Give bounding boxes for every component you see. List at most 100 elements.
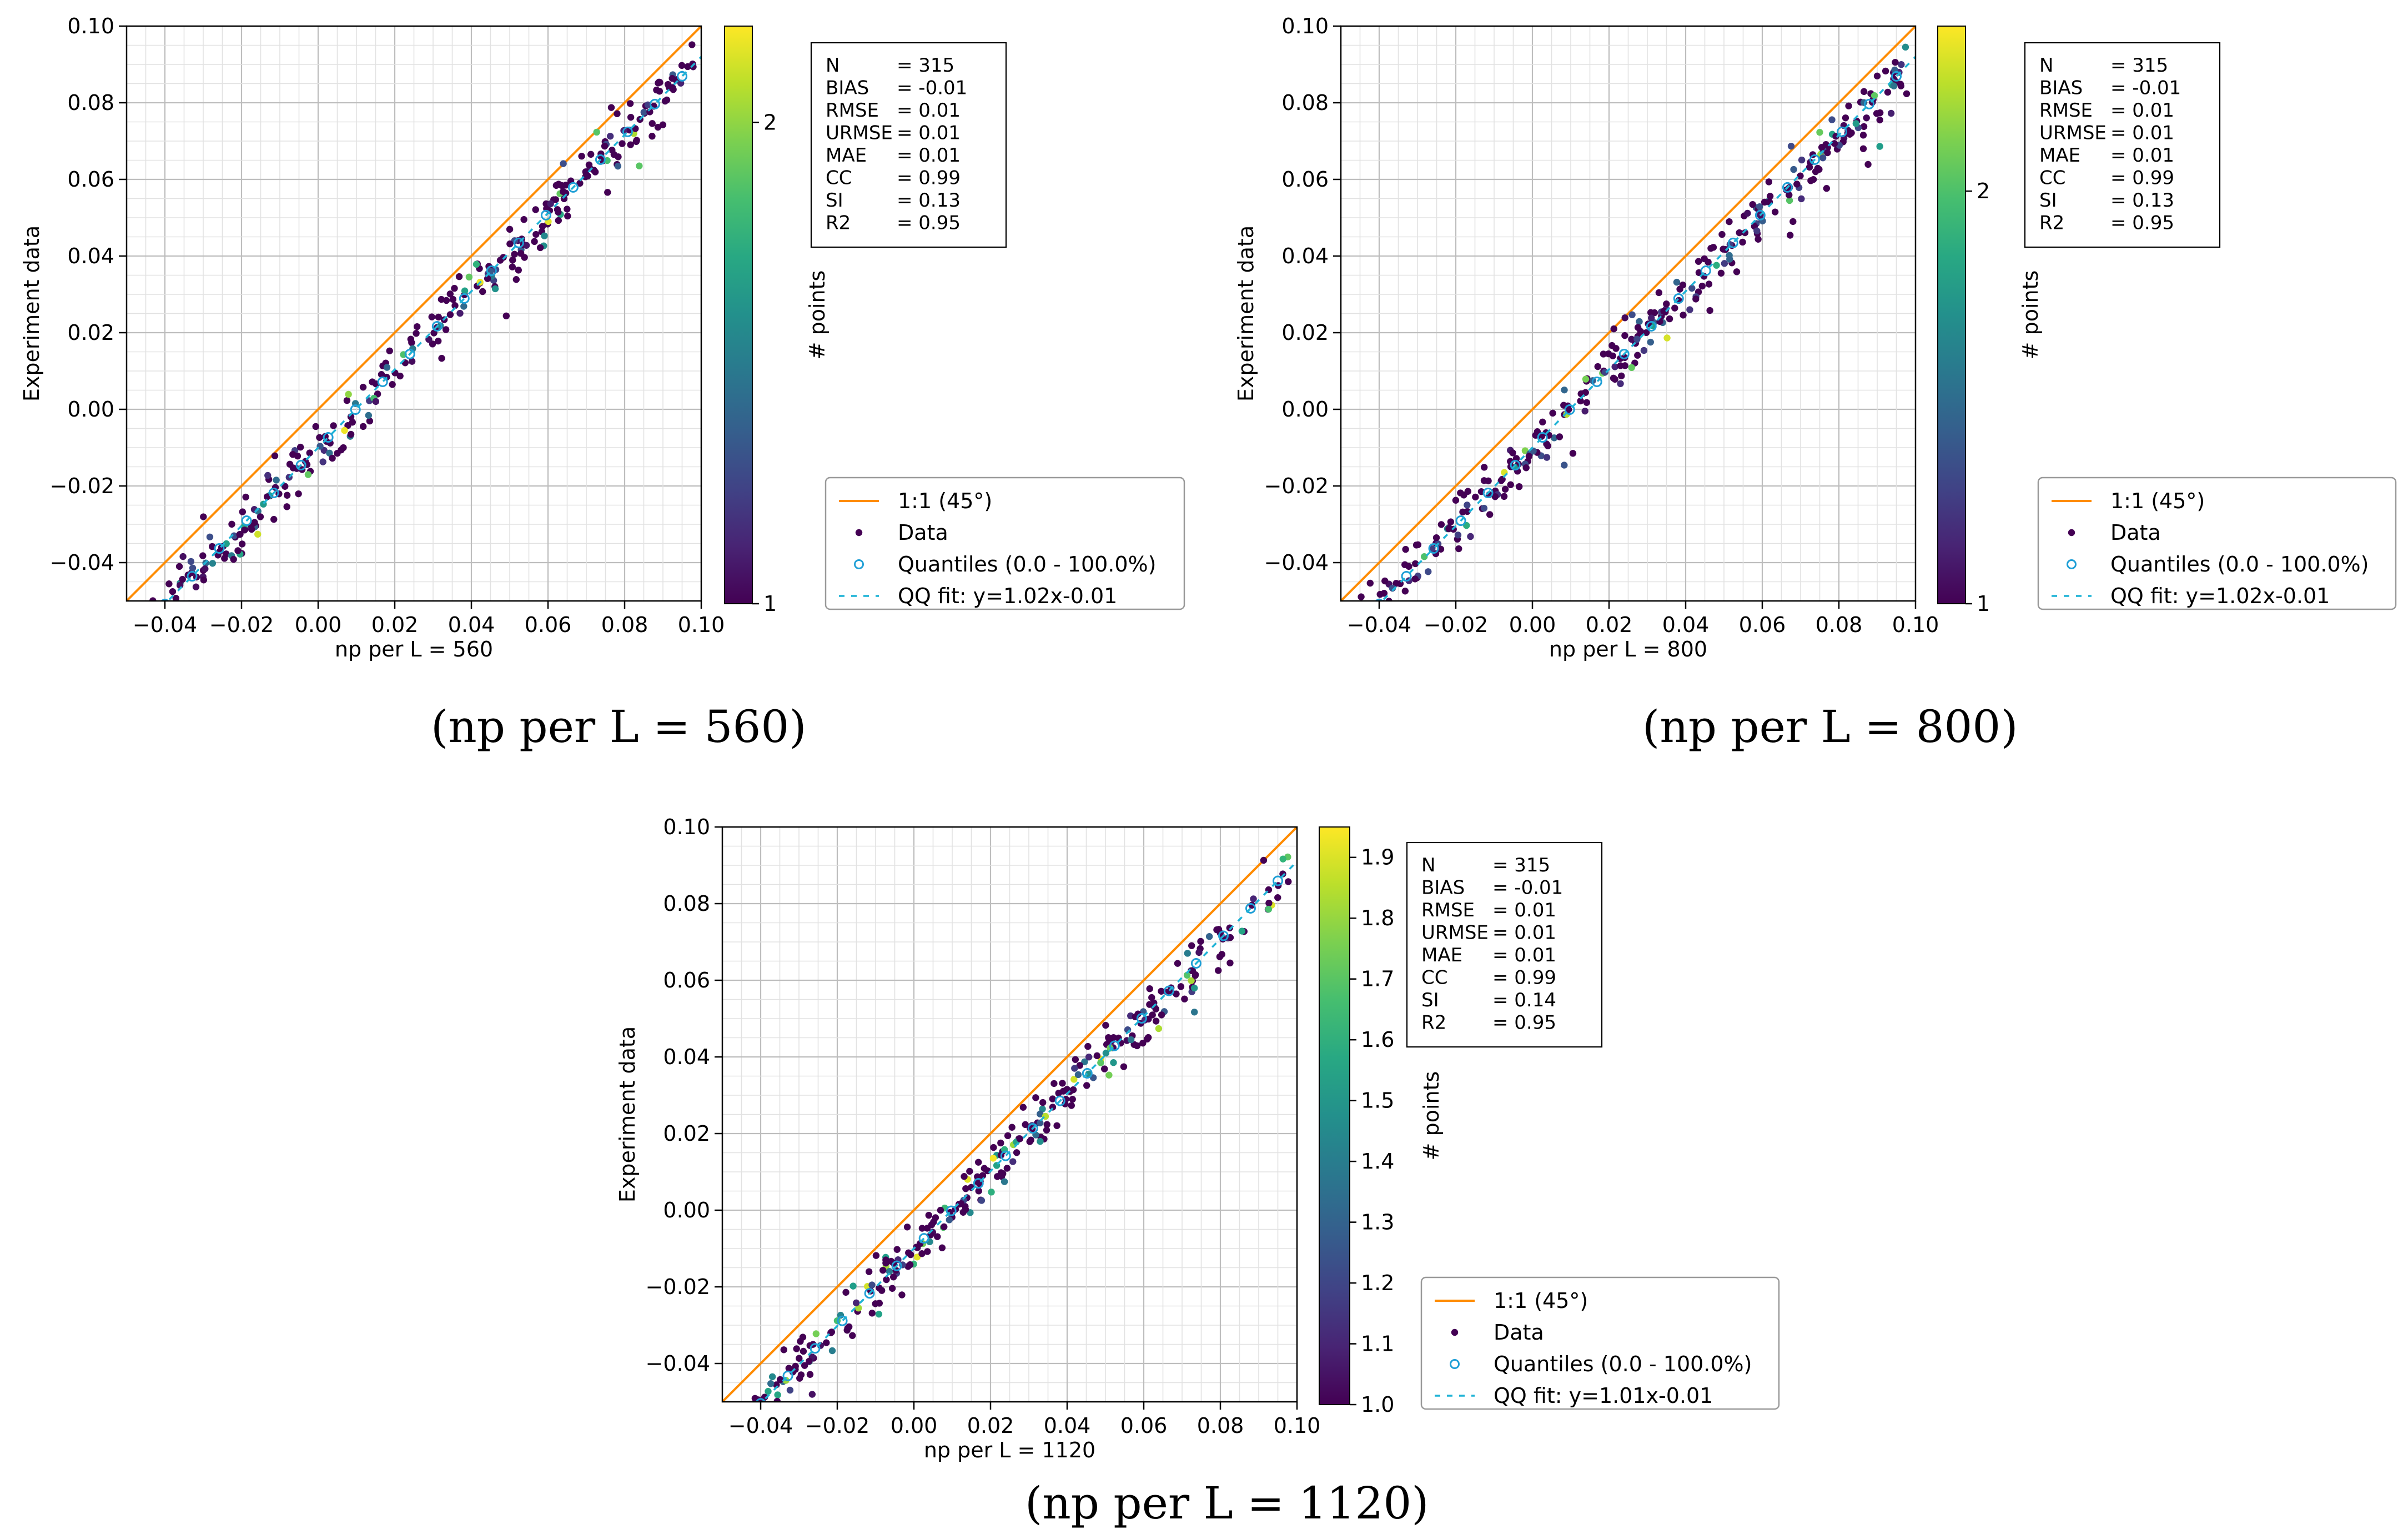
data-point: [1749, 200, 1756, 208]
legend-label: 1:1 (45°): [898, 489, 992, 513]
colorbar-tick-label: 2: [1977, 179, 1990, 203]
data-point: [547, 200, 554, 208]
data-point: [1085, 1054, 1093, 1061]
data-point: [1864, 161, 1872, 168]
data-point: [1871, 92, 1878, 99]
data-point: [1467, 533, 1474, 540]
data-point: [640, 108, 647, 116]
data-point: [1486, 511, 1494, 518]
data-point: [330, 422, 337, 429]
data-point: [1671, 304, 1678, 312]
data-point: [812, 1330, 820, 1337]
quantile-point: [1054, 1095, 1065, 1106]
legend-label: QQ fit: y=1.02x-0.01: [898, 584, 1117, 608]
data-point: [429, 340, 436, 348]
data-point: [1190, 984, 1198, 992]
data-point: [1009, 1158, 1017, 1165]
data-point: [1892, 58, 1899, 66]
quantile-point: [268, 487, 279, 498]
colorbar-tick-label: 1.8: [1361, 906, 1394, 930]
data-point: [169, 588, 177, 595]
stats-name: N: [826, 54, 839, 77]
data-point: [1594, 363, 1601, 370]
quantile-point: [1136, 1013, 1147, 1024]
data-point: [539, 223, 546, 230]
y-tick-label: 0.08: [663, 891, 710, 916]
plot-area: [127, 26, 701, 601]
stats-value: = 0.01: [1492, 922, 1556, 944]
data-point: [1192, 971, 1199, 979]
data-point: [531, 238, 538, 245]
data-point: [614, 162, 622, 170]
legend-label: Data: [1494, 1320, 1544, 1345]
quantile-point: [459, 293, 470, 304]
data-point: [560, 195, 568, 203]
data-point: [1068, 1102, 1075, 1109]
data-point: [319, 458, 326, 465]
legend-label: Data: [898, 520, 948, 545]
data-point: [1460, 492, 1467, 499]
stats-value: = 0.99: [2110, 167, 2174, 189]
data-point: [1050, 1080, 1058, 1087]
data-point: [1152, 1005, 1160, 1012]
data-point: [765, 1387, 772, 1395]
y-tick-label: 0.10: [663, 815, 710, 839]
data-point: [584, 172, 591, 180]
data-point: [446, 290, 454, 298]
data-point: [997, 1169, 1005, 1176]
data-point: [316, 434, 323, 441]
stats-name: SI: [2039, 189, 2057, 212]
caption-800: (np per L = 800): [1642, 701, 2018, 753]
stats-name: MAE: [2039, 144, 2080, 167]
data-point: [1713, 262, 1720, 269]
data-point: [997, 1139, 1004, 1147]
data-point: [1755, 235, 1762, 243]
quantile-point: [837, 1315, 848, 1326]
data-point: [688, 41, 696, 48]
stats-name: R2: [2039, 212, 2064, 234]
data-point: [767, 1380, 775, 1387]
data-point: [1032, 1094, 1039, 1101]
data-point: [879, 1266, 887, 1274]
stats-name: R2: [1421, 1012, 1446, 1034]
quantile-point: [1109, 1040, 1120, 1051]
data-point: [1285, 878, 1292, 885]
data-point: [1027, 1136, 1034, 1144]
legend-label: 1:1 (45°): [1494, 1289, 1588, 1313]
y-tick-label: −0.04: [646, 1351, 710, 1376]
data-point: [585, 161, 593, 168]
data-point: [1824, 149, 1831, 157]
quantile-point: [1455, 515, 1466, 526]
data-point: [1706, 307, 1713, 314]
stats-value: = -0.01: [1492, 877, 1563, 899]
data-point: [456, 309, 464, 317]
data-point: [199, 552, 207, 559]
data-point: [1195, 949, 1203, 956]
data-point: [1786, 191, 1793, 199]
data-point: [1437, 545, 1445, 553]
data-point: [601, 142, 609, 150]
data-point: [1401, 588, 1409, 595]
quantile-point: [1428, 543, 1439, 554]
data-point: [408, 358, 416, 365]
data-point: [149, 597, 157, 601]
quantile-point: [1863, 98, 1874, 109]
colorbar-tick-label: 1.6: [1361, 1027, 1394, 1052]
data-point: [1381, 577, 1389, 585]
data-point: [1250, 895, 1257, 903]
stats-value: = 0.01: [2110, 99, 2174, 122]
data-point: [1043, 1121, 1050, 1128]
x-tick-label: 0.02: [371, 613, 419, 637]
data-point: [1663, 334, 1671, 342]
data-point: [1049, 1095, 1057, 1102]
data-point: [1860, 88, 1868, 96]
data-point: [1454, 532, 1462, 539]
data-point: [1084, 1042, 1092, 1050]
data-point: [981, 1165, 988, 1172]
data-point: [304, 471, 312, 478]
data-point: [1226, 924, 1233, 931]
data-point: [1110, 1059, 1117, 1066]
data-point: [1733, 268, 1741, 275]
quantile-point: [810, 1343, 821, 1354]
data-point: [1039, 1099, 1047, 1106]
